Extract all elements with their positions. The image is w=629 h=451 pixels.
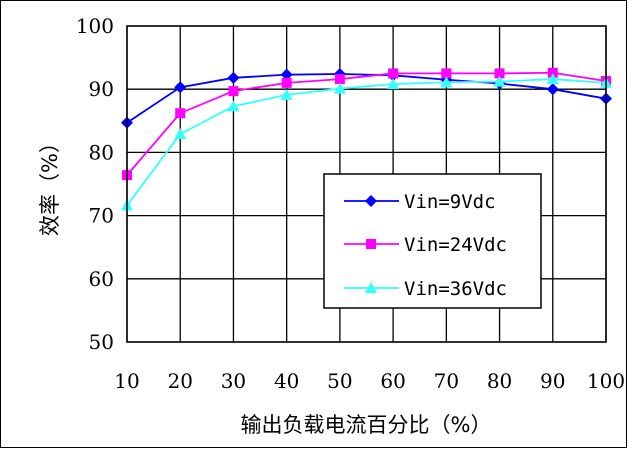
data-point xyxy=(174,128,187,140)
data-point xyxy=(547,67,558,78)
y-tick-label: 70 xyxy=(89,204,114,228)
data-point xyxy=(546,73,559,85)
data-point xyxy=(227,100,240,112)
data-point xyxy=(227,71,240,84)
data-point xyxy=(334,74,345,85)
legend-label: Vin=36Vdc xyxy=(404,278,507,300)
series-line xyxy=(126,78,607,207)
x-tick-label: 50 xyxy=(327,369,352,393)
data-point xyxy=(333,82,346,94)
x-axis-title: 输出负载电流百分比（%） xyxy=(241,413,492,437)
series-line xyxy=(126,73,607,124)
series-line xyxy=(126,71,607,176)
x-tick-label: 60 xyxy=(380,369,405,393)
x-tick-label: 100 xyxy=(587,369,625,393)
data-point xyxy=(228,86,239,97)
data-point xyxy=(387,78,400,90)
legend-item: Vin=24Vdc xyxy=(344,234,507,256)
x-tick-label: 90 xyxy=(540,369,565,393)
data-point xyxy=(440,76,453,88)
y-tick-label: 90 xyxy=(89,77,114,101)
x-tick-label: 70 xyxy=(434,369,459,393)
legend-marker xyxy=(365,282,377,293)
y-axis-title: 效率（%） xyxy=(38,132,62,236)
legend: Vin=9Vdc Vin=24Vdc Vin=36Vdc xyxy=(323,173,542,309)
data-point xyxy=(494,68,505,79)
plot-border xyxy=(126,25,607,343)
legend-label: Vin=9Vdc xyxy=(404,191,496,213)
x-tick-label: 80 xyxy=(487,369,512,393)
x-tick-label: 20 xyxy=(167,369,192,393)
series-3 xyxy=(121,73,612,211)
y-tick-labels: 50 60 70 80 90 100 xyxy=(76,14,114,354)
legend-box xyxy=(323,173,542,309)
y-tick-label: 100 xyxy=(76,14,114,38)
legend-item: Vin=9Vdc xyxy=(344,191,496,213)
data-point xyxy=(493,75,506,87)
x-tick-label: 10 xyxy=(114,369,139,393)
legend-label: Vin=24Vdc xyxy=(404,234,507,256)
x-tick-label: 30 xyxy=(221,369,246,393)
legend-item: Vin=36Vdc xyxy=(344,278,507,300)
x-tick-label: 40 xyxy=(274,369,299,393)
legend-marker xyxy=(365,195,377,207)
y-tick-label: 80 xyxy=(89,140,114,164)
y-tick-label: 50 xyxy=(89,330,114,354)
legend-marker xyxy=(366,239,376,249)
y-tick-label: 60 xyxy=(89,267,114,291)
data-point xyxy=(441,68,452,79)
data-point xyxy=(388,68,399,79)
data-point xyxy=(280,88,293,100)
data-point xyxy=(280,68,293,81)
data-point xyxy=(281,77,292,88)
data-point xyxy=(175,108,186,119)
data-point xyxy=(174,81,187,94)
data-point xyxy=(546,83,559,96)
x-tick-labels: 10 20 30 40 50 60 70 80 90 100 xyxy=(114,369,625,393)
